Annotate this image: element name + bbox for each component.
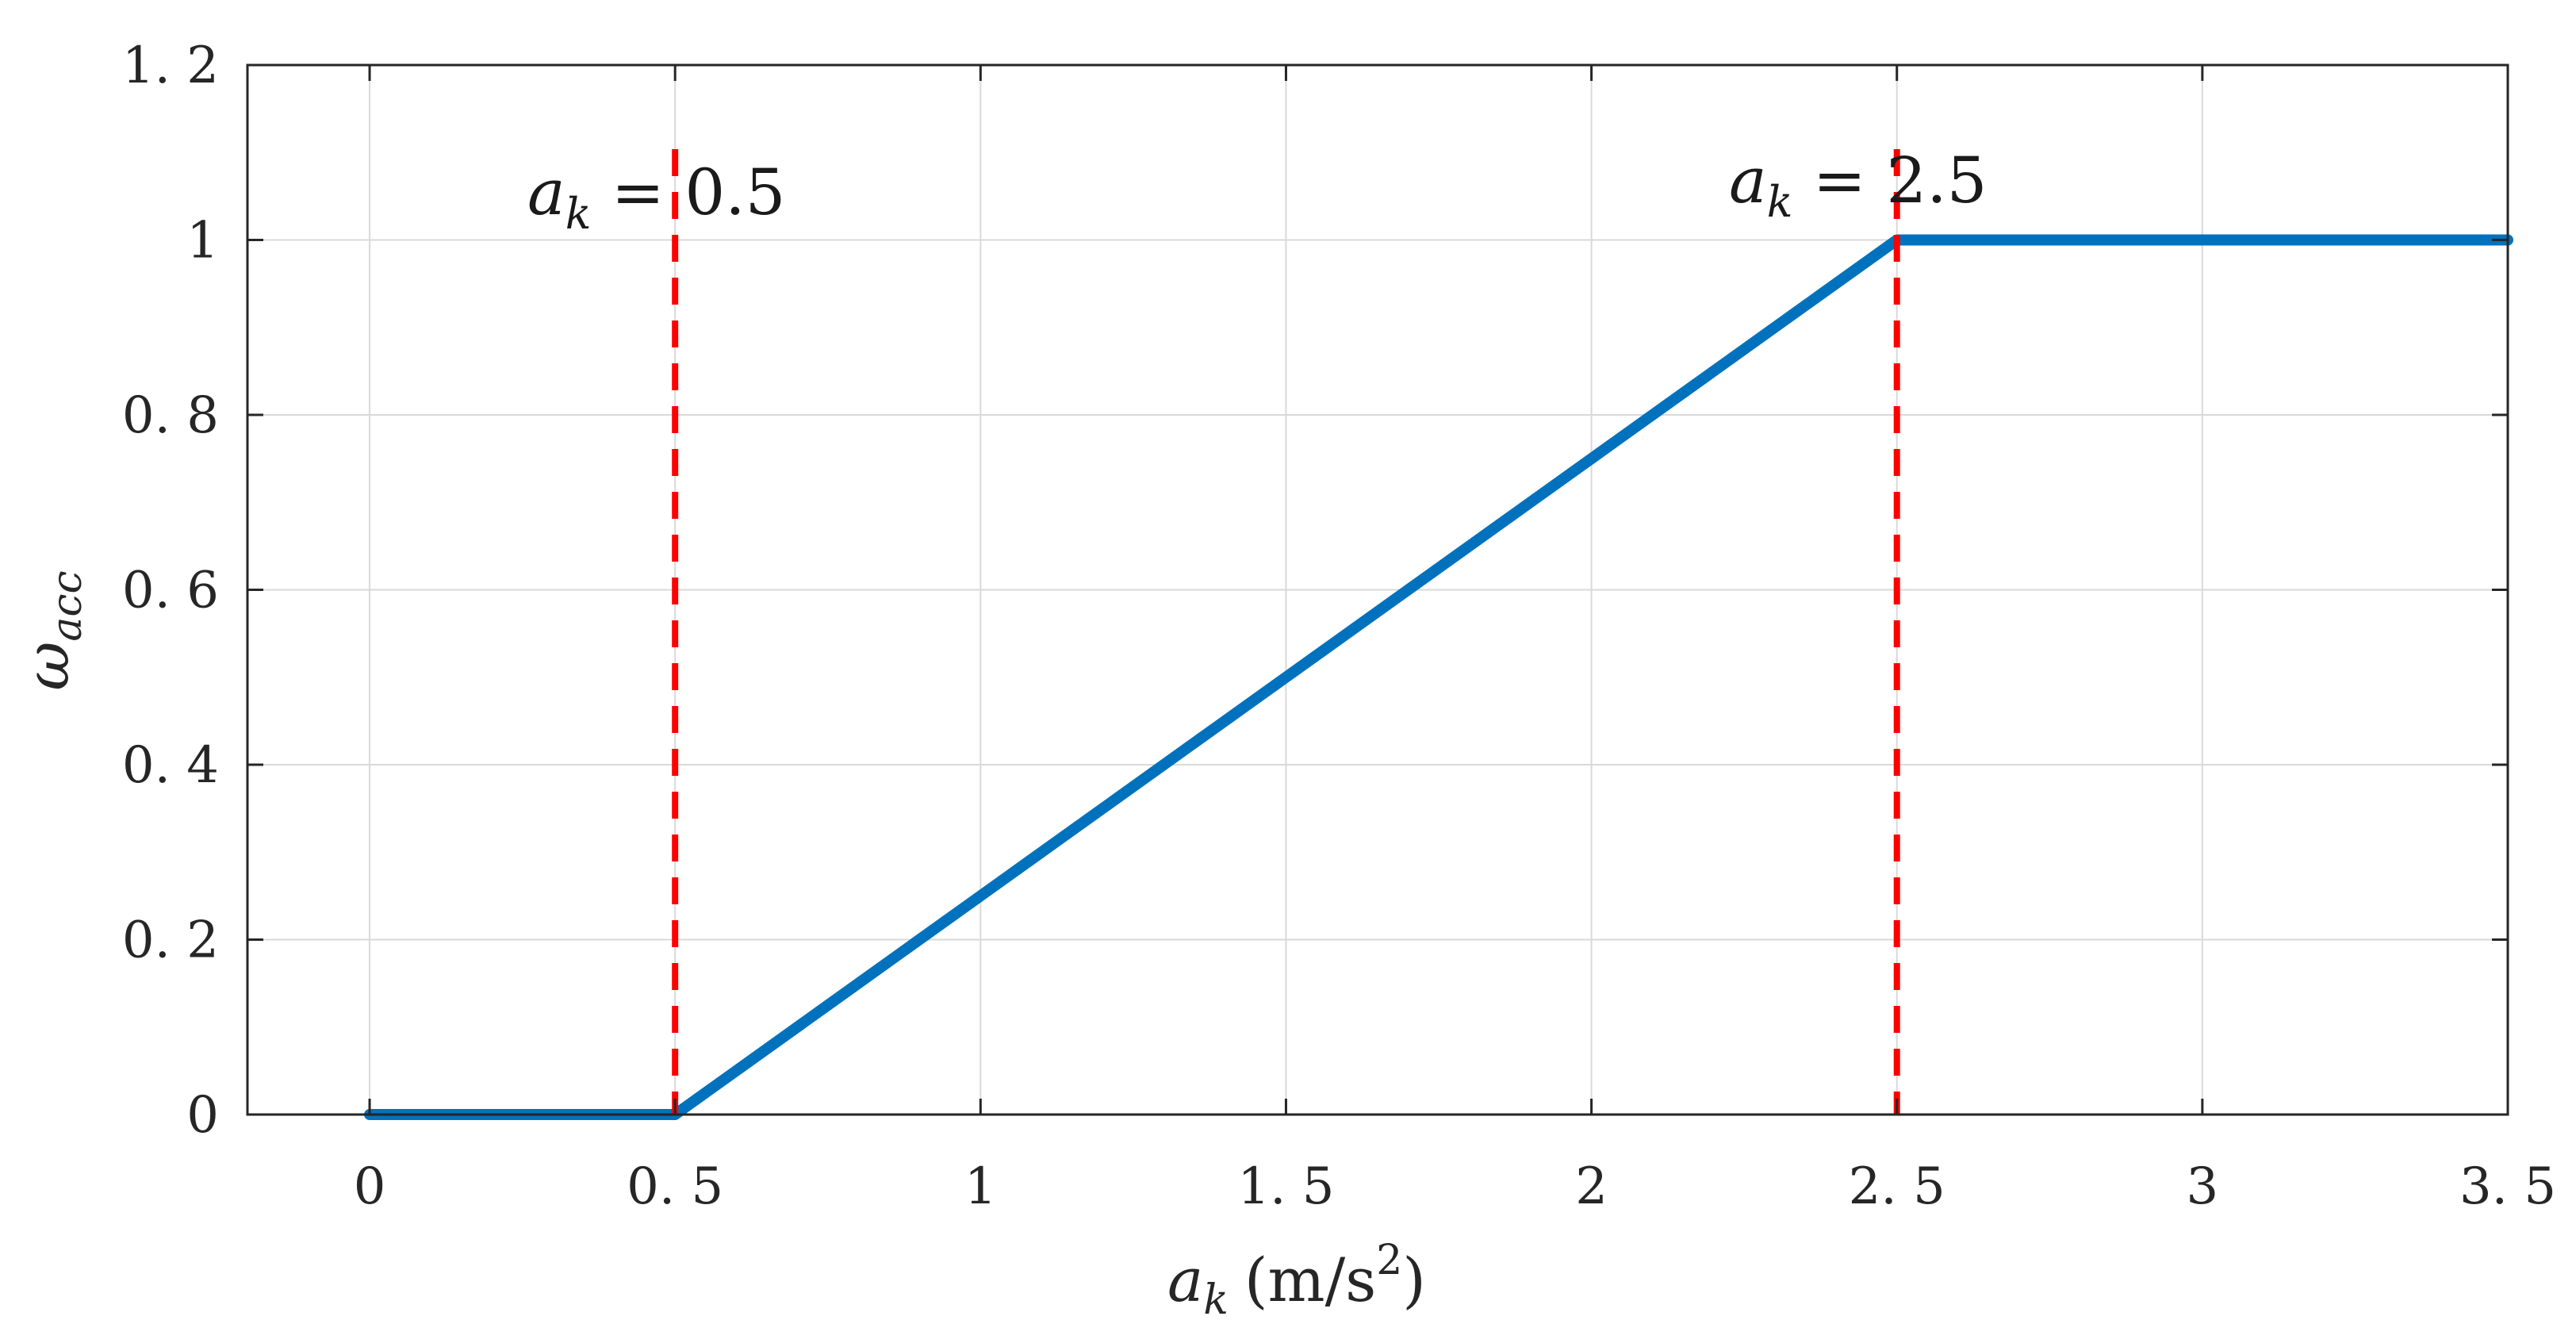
reference-lines: ak = 0.5 ak = 2.5	[527, 144, 1988, 1115]
x-axis-title-sup: 2	[1376, 1237, 1402, 1284]
x-axis-title-units: (m/s	[1244, 1245, 1376, 1315]
y-tick-label-3: 0. 6	[122, 562, 219, 620]
x-axis-title-close: )	[1402, 1245, 1426, 1315]
x-tick-label-0: 0	[354, 1157, 386, 1216]
x-axis-title-sub: k	[1203, 1276, 1229, 1324]
x-tick-label-5: 2. 5	[1849, 1157, 1945, 1216]
y-tick-label-0: 0	[186, 1086, 219, 1145]
y-tick-label-5: 1	[186, 212, 219, 271]
x-tick-label-1: 0. 5	[627, 1157, 723, 1216]
y-axis-title-var: ω	[12, 642, 82, 691]
x-tick-label-2: 1	[964, 1157, 997, 1216]
x-tick-label-6: 3	[2187, 1157, 2219, 1216]
x-tick-label-3: 1. 5	[1237, 1157, 1334, 1216]
y-axis-title-sub: acc	[44, 570, 91, 641]
x-axis-title-var: a	[1167, 1245, 1203, 1315]
axes	[246, 63, 2509, 1116]
y-tick-label-1: 0. 2	[122, 911, 219, 970]
y-axis-title: ωacc	[12, 570, 91, 690]
y-tick-label-4: 0. 8	[122, 386, 219, 445]
reference-label-1: ak = 2.5	[1729, 144, 1988, 227]
tick-labels: 0 0. 5 1 1. 5 2 2. 5 3 3. 5 0 0. 2 0. 4 0. 6 0. 8 1 1.…	[122, 36, 2556, 1216]
reference-label-value-1: = 2.5	[1792, 144, 1987, 217]
reference-label-sub-1: k	[1767, 177, 1793, 227]
x-tick-label-4: 2	[1575, 1157, 1608, 1216]
reference-label-var-0: a	[527, 155, 565, 229]
y-tick-label-6: 1. 2	[122, 36, 219, 95]
y-tick-label-2: 0. 4	[122, 736, 219, 795]
reference-label-value-0: = 0.5	[591, 155, 785, 229]
x-axis-title: ak (m/s2)	[1167, 1237, 1426, 1324]
reference-label-sub-0: k	[565, 189, 592, 239]
x-tick-label-7: 3. 5	[2459, 1157, 2556, 1216]
reference-label-var-1: a	[1729, 144, 1767, 217]
reference-label-0: ak = 0.5	[527, 155, 786, 239]
